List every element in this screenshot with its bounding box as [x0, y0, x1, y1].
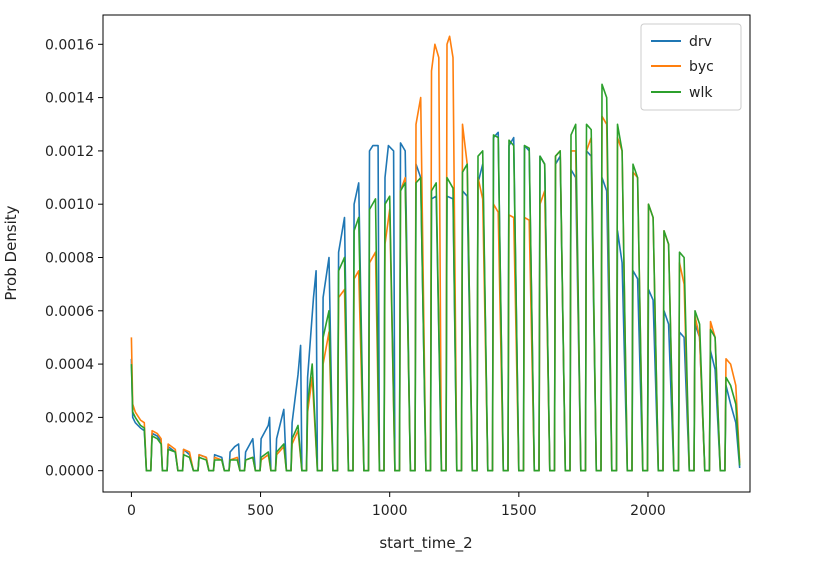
- y-tick-label: 0.0006: [45, 304, 94, 320]
- y-tick-label: 0.0000: [45, 464, 94, 480]
- y-axis: 0.0000 0.0002 0.0004 0.0006 0.0008 0.0010 0.00…: [45, 37, 103, 480]
- x-tick-label: 1500: [501, 503, 537, 519]
- series-layer: [130, 35, 741, 472]
- y-tick-label: 0.0010: [45, 197, 94, 213]
- legend-label-wlk: wlk: [689, 85, 713, 101]
- x-axis-label: start_time_2: [379, 534, 472, 553]
- legend: drv byc wlk: [640, 23, 742, 111]
- legend-label-drv: drv: [689, 34, 712, 50]
- y-tick-label: 0.0004: [45, 357, 94, 373]
- y-axis-label: Prob Density: [2, 205, 20, 300]
- legend-label-byc: byc: [689, 59, 714, 75]
- legend-box: [640, 23, 742, 111]
- y-tick-label: 0.0016: [45, 37, 94, 53]
- y-tick-label: 0.0002: [45, 410, 94, 426]
- plot-frame: [102, 14, 751, 493]
- x-tick-label: 500: [247, 503, 274, 519]
- y-tick-label: 0.0008: [45, 250, 94, 266]
- series-line-wlk: [130, 83, 741, 472]
- x-tick-label: 2000: [630, 503, 666, 519]
- y-tick-label: 0.0014: [45, 91, 94, 107]
- x-tick-label: 0: [127, 503, 136, 519]
- x-tick-label: 1000: [372, 503, 408, 519]
- x-axis: 0 500 1000 1500 2000: [127, 492, 666, 519]
- y-tick-label: 0.0012: [45, 144, 94, 160]
